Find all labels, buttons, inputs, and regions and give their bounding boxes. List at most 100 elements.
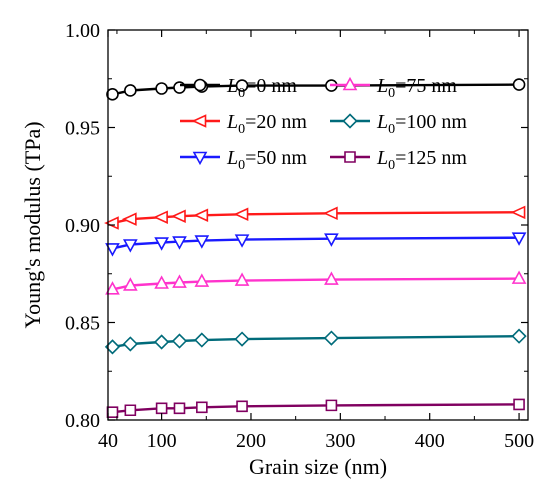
x-tick-label: 200 (236, 430, 266, 452)
data-point (105, 243, 120, 257)
data-point (172, 274, 187, 288)
data-point (122, 277, 138, 291)
x-tick-label: 500 (504, 430, 534, 452)
data-point (233, 207, 249, 222)
legend-marker (342, 113, 358, 129)
data-point (196, 401, 208, 414)
data-point (235, 79, 249, 92)
x-axis-label: Grain size (nm) (249, 454, 387, 479)
legend-label: L0=50 nm (226, 147, 307, 173)
legend-symbol: L (226, 75, 238, 97)
legend-label: L0=100 nm (376, 111, 467, 137)
data-point (234, 331, 250, 347)
legend-item: L0=50 nm (180, 147, 307, 173)
legend-subscript: 0 (388, 86, 395, 101)
data-point (173, 81, 186, 94)
legend-subscript: 0 (238, 158, 245, 173)
data-point (155, 82, 168, 95)
plot-layer (104, 78, 527, 419)
series-1 (104, 205, 526, 230)
y-tick-label: 0.85 (65, 313, 100, 335)
data-point (121, 212, 137, 226)
legend-value: =75 nm (395, 75, 457, 97)
y-tick-label: 0.90 (65, 215, 100, 237)
series-line (112, 236, 520, 250)
data-point (511, 328, 527, 344)
data-point (194, 273, 210, 287)
data-point (236, 400, 248, 413)
data-point (106, 88, 119, 101)
legend-symbol: L (376, 147, 388, 169)
legend-item: L0=125 nm (330, 147, 467, 173)
legend-marker (191, 114, 207, 128)
y-tick-label: 0.95 (65, 118, 100, 140)
data-point (153, 334, 170, 350)
data-point (104, 216, 119, 230)
legend-item: L0=20 nm (180, 111, 307, 137)
y-tick-label: 1.00 (65, 20, 100, 42)
legend-symbol: L (376, 111, 388, 133)
legend-label: L0=125 nm (376, 147, 467, 173)
x-tick-label: 300 (325, 430, 355, 452)
data-point (105, 281, 120, 295)
legend-symbol: L (226, 111, 238, 133)
series-4 (104, 328, 527, 355)
x-tick-label: 100 (147, 430, 177, 452)
data-point (153, 210, 168, 224)
data-point (106, 406, 119, 419)
series-5 (106, 398, 525, 419)
data-point (122, 336, 138, 352)
legend-item: L0=100 nm (330, 111, 467, 137)
legend-marker (344, 151, 356, 163)
series-3 (105, 270, 527, 295)
data-point (323, 330, 340, 346)
data-point (124, 404, 137, 417)
x-tick-label: 40 (98, 430, 118, 452)
data-point (324, 233, 339, 247)
data-point (510, 205, 526, 220)
legend-marker (192, 151, 208, 166)
data-point (324, 271, 339, 285)
data-point (194, 235, 210, 249)
data-point (234, 272, 250, 286)
legend-subscript: 0 (238, 122, 245, 137)
data-point (511, 270, 527, 284)
data-point (171, 209, 186, 223)
axes-layer: 40 100 200 300 400 500 0.80 0.85 0.90 0.95 1.00 (65, 20, 534, 452)
data-point (193, 208, 209, 222)
data-point (511, 232, 527, 246)
data-point (172, 236, 187, 250)
legend-value: =50 nm (245, 147, 307, 169)
legend-value: =100 nm (395, 111, 467, 133)
data-point (194, 332, 210, 348)
series-line (112, 277, 520, 291)
data-point (512, 78, 526, 91)
legend-symbol: L (376, 75, 388, 97)
legend-subscript: 0 (238, 86, 245, 101)
data-point (171, 333, 188, 349)
legend-subscript: 0 (388, 122, 395, 137)
data-point (155, 402, 168, 415)
data-point (154, 275, 169, 289)
legend-item: L0=0 nm (180, 75, 297, 101)
legend-value: =20 nm (245, 111, 307, 133)
legend-marker (193, 78, 207, 92)
data-point (234, 234, 250, 248)
legend-symbol: L (226, 147, 238, 169)
series-0 (106, 78, 526, 101)
y-tick-label: 0.80 (65, 410, 100, 432)
data-point (513, 398, 525, 411)
y-axis-label: Young's modulus (TPa) (20, 121, 45, 328)
data-point (124, 84, 137, 97)
data-point (122, 239, 138, 253)
legend-value: =0 nm (245, 75, 297, 97)
x-tick-label: 400 (415, 430, 445, 452)
legend-label: L0=75 nm (376, 75, 457, 101)
legend-marker (342, 76, 358, 91)
data-point (154, 237, 169, 251)
data-point (322, 206, 338, 221)
legend-item: L0=75 nm (330, 75, 457, 101)
legend-subscript: 0 (388, 158, 395, 173)
